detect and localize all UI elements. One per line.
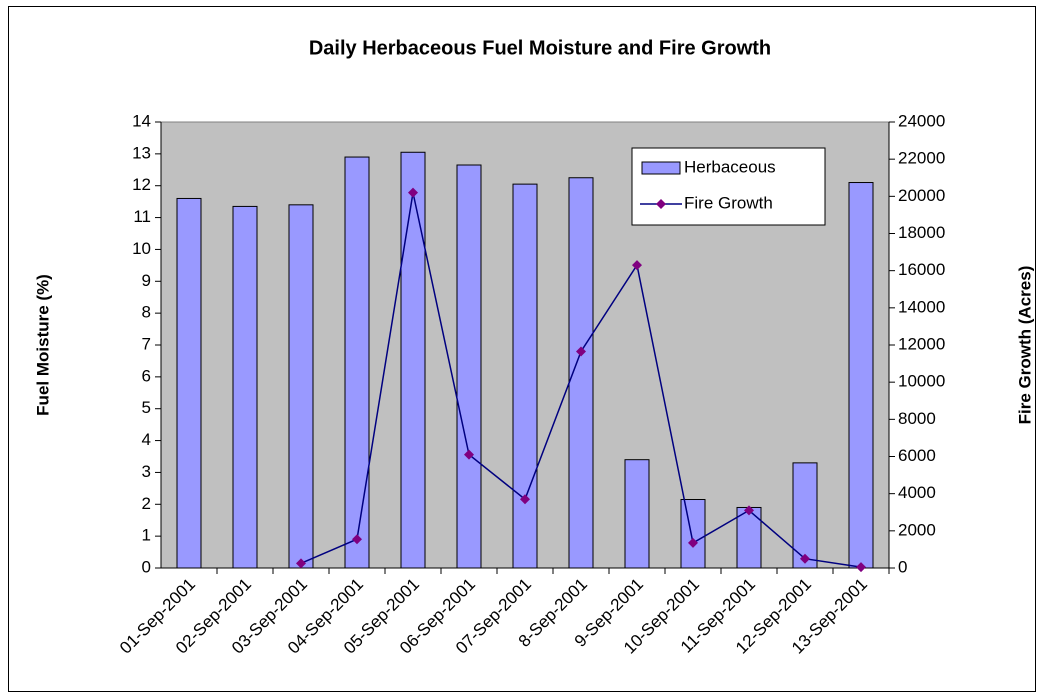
marker (576, 346, 586, 357)
legend-label: Fire Growth (684, 193, 773, 212)
y-tick-label: 1 (142, 526, 151, 545)
y2-tick-label: 18000 (898, 223, 945, 242)
y2-tick-label: 10000 (898, 372, 945, 391)
bar (176, 197, 202, 569)
y-tick-label: 10 (132, 239, 151, 258)
y2-tick-label: 6000 (898, 446, 936, 465)
y-tick-label: 11 (133, 207, 151, 226)
y2-axis-title: Fire Growth (Acres) (1015, 266, 1034, 425)
marker (352, 534, 362, 545)
y-tick-label: 6 (142, 366, 151, 385)
bar (512, 183, 538, 569)
bar (848, 182, 874, 569)
bar (736, 506, 762, 569)
bar (400, 151, 426, 569)
marker (744, 505, 754, 516)
marker (800, 553, 810, 564)
bar (344, 156, 370, 569)
marker (296, 558, 306, 569)
y-tick-label: 3 (142, 462, 151, 481)
y-tick-label: 14 (132, 111, 151, 130)
y2-tick-label: 14000 (898, 297, 945, 316)
y-axis-title: Fuel Moisture (%) (33, 274, 52, 416)
y-tick-label: 8 (142, 303, 151, 322)
y-tick-label: 2 (142, 494, 151, 513)
marker (464, 449, 474, 460)
y2-tick-label: 0 (898, 557, 907, 576)
y-tick-label: 12 (132, 175, 151, 194)
marker (520, 494, 530, 505)
y2-tick-label: 24000 (898, 111, 945, 130)
legend-swatch (641, 161, 681, 175)
y2-tick-label: 20000 (898, 186, 945, 205)
y2-tick-label: 8000 (898, 409, 936, 428)
y2-tick-label: 4000 (898, 483, 936, 502)
legend-label: Herbaceous (684, 157, 776, 176)
y2-tick-label: 22000 (898, 149, 945, 168)
y-tick-label: 7 (142, 334, 151, 353)
marker (632, 260, 642, 271)
bar (456, 164, 482, 569)
marker (688, 537, 698, 548)
y-tick-label: 13 (132, 143, 151, 162)
bar (232, 205, 258, 569)
bar (288, 204, 314, 569)
y-tick-label: 5 (142, 398, 151, 417)
y2-tick-label: 12000 (898, 334, 945, 353)
y2-tick-label: 2000 (898, 520, 936, 539)
bar (624, 459, 650, 569)
y-tick-label: 9 (142, 271, 151, 290)
legend-marker (656, 199, 666, 209)
y-tick-label: 4 (142, 430, 151, 449)
bar (680, 499, 706, 569)
marker (408, 187, 418, 198)
bar (792, 462, 818, 569)
legend-box (631, 147, 826, 226)
y2-tick-label: 16000 (898, 260, 945, 279)
marker (856, 562, 866, 573)
chart-title: Daily Herbaceous Fuel Moisture and Fire … (309, 37, 771, 59)
y-tick-label: 0 (142, 557, 151, 576)
